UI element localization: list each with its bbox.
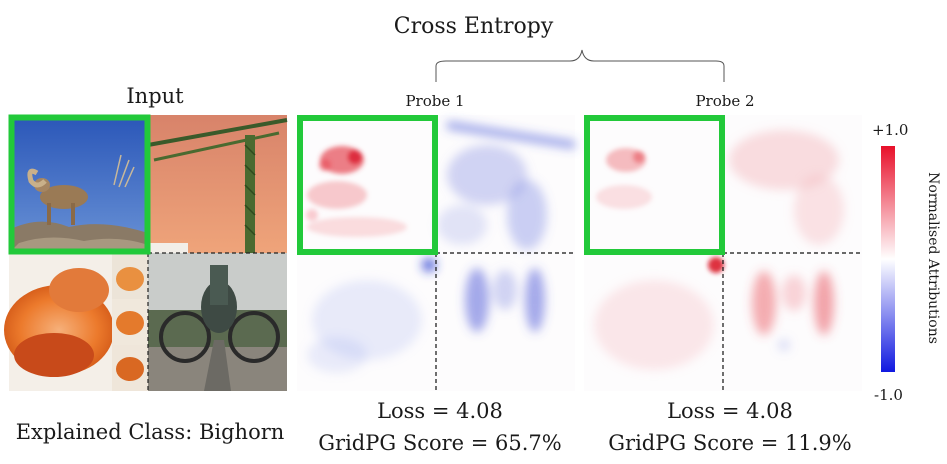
probe-2-loss: Loss = 4.08 bbox=[667, 399, 793, 423]
probe-1-score: GridPG Score = 65.7% bbox=[318, 431, 562, 455]
probe-2-label: Probe 2 bbox=[695, 92, 755, 110]
cannon-image bbox=[148, 253, 287, 391]
colorbar-title: Normalised Attributions bbox=[925, 172, 941, 344]
probe-1-attribution-map bbox=[297, 115, 576, 391]
cross-entropy-title: Cross Entropy bbox=[393, 14, 554, 39]
colorbar bbox=[881, 146, 895, 372]
explained-class-caption: Explained Class: Bighorn bbox=[15, 420, 285, 444]
orange-image bbox=[4, 253, 148, 391]
probe-1-loss: Loss = 4.08 bbox=[377, 399, 503, 423]
probe-2-attribution-map bbox=[584, 115, 862, 391]
crane-image bbox=[147, 115, 288, 253]
bighorn-image bbox=[9, 115, 148, 253]
probe-2-score: GridPG Score = 11.9% bbox=[608, 431, 852, 455]
highlight-box bbox=[8, 114, 151, 255]
colorbar-min-label: -1.0 bbox=[874, 386, 903, 404]
input-label: Input bbox=[126, 84, 184, 108]
input-grid-image bbox=[4, 114, 288, 391]
colorbar-max-label: +1.0 bbox=[872, 121, 909, 139]
probe-1-label: Probe 1 bbox=[405, 92, 465, 110]
